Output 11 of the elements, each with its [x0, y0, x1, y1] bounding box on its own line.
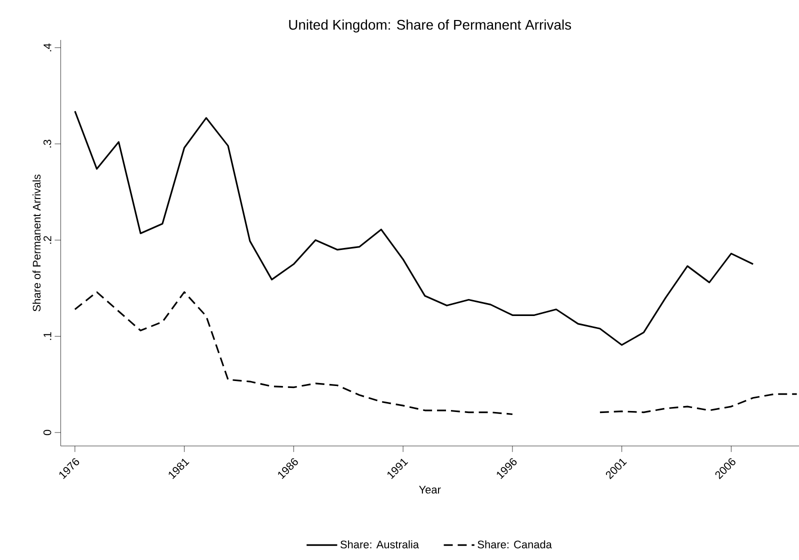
legend-label: Share: Australia	[340, 540, 419, 548]
y-tick-label: .1	[44, 332, 52, 340]
line-series	[74, 110, 754, 346]
y-axis-title: Share of Permanent Arrivals	[32, 174, 41, 312]
legend-label: Share: Canada	[478, 540, 552, 548]
y-tick-label: .4	[44, 43, 52, 52]
x-axis-title: Year	[419, 486, 441, 494]
y-tick-label: 0	[43, 430, 52, 436]
y-tick-label: .2	[44, 236, 52, 244]
chart-title: United Kingdom: Share of Permanent Arrivals	[289, 19, 572, 32]
y-tick-label: .3	[43, 140, 52, 148]
